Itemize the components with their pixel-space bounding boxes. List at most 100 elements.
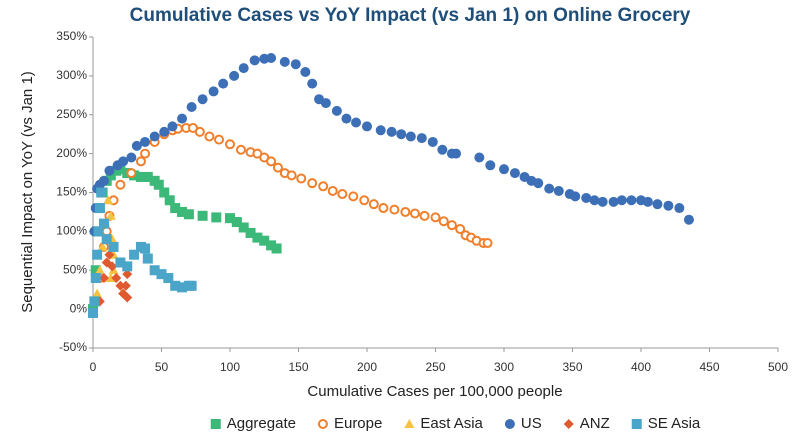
point [451, 148, 462, 159]
y-tick-label: 250% [56, 107, 87, 121]
point [419, 210, 430, 221]
point [642, 196, 653, 207]
point [474, 152, 485, 163]
point [208, 86, 219, 97]
y-tick-label: 200% [56, 146, 87, 160]
point [351, 117, 362, 128]
point [159, 126, 170, 137]
point [331, 105, 342, 116]
point [235, 144, 246, 155]
point [149, 265, 160, 276]
point [327, 185, 338, 196]
point [225, 139, 235, 150]
point [131, 140, 142, 151]
point [118, 156, 129, 167]
point [455, 224, 466, 235]
point [266, 240, 277, 251]
point [135, 156, 146, 167]
point [97, 241, 108, 251]
point [177, 282, 188, 293]
point [271, 243, 282, 254]
point [589, 195, 600, 206]
point [159, 187, 170, 198]
point [90, 273, 101, 284]
point [266, 156, 277, 167]
point [101, 234, 112, 245]
point [674, 203, 685, 214]
point [96, 187, 107, 198]
y-tick-label: 50% [63, 262, 87, 276]
point [197, 94, 208, 105]
point [120, 280, 131, 291]
point [482, 238, 493, 249]
point [437, 144, 448, 155]
x-tick-label: 250 [425, 360, 445, 374]
chart-title: Cumulative Cases vs YoY Impact (vs Jan 1… [130, 5, 691, 26]
point [156, 269, 167, 280]
point [427, 136, 438, 147]
point [279, 56, 290, 67]
point [186, 280, 197, 291]
legend-marker [563, 419, 574, 429]
point [553, 185, 564, 196]
x-tick-label: 100 [220, 360, 240, 374]
point [90, 265, 101, 276]
point [122, 261, 133, 272]
point [89, 296, 100, 307]
point [105, 210, 116, 220]
point [98, 218, 109, 229]
point [238, 63, 249, 74]
x-tick-label: 400 [631, 360, 651, 374]
point [362, 121, 372, 132]
point [115, 179, 126, 190]
point [103, 195, 114, 205]
point [142, 171, 153, 182]
point [375, 125, 386, 136]
point [98, 175, 109, 186]
point [438, 216, 449, 227]
point [107, 261, 118, 272]
point [94, 203, 105, 214]
point [386, 126, 397, 137]
point [122, 269, 133, 280]
point [111, 273, 122, 284]
point [272, 162, 283, 173]
point [341, 113, 352, 124]
point [430, 212, 441, 223]
point [167, 121, 178, 132]
point [170, 280, 181, 291]
point [378, 203, 389, 214]
point [389, 204, 400, 215]
point [259, 235, 270, 246]
point [177, 206, 188, 217]
point [238, 222, 249, 233]
point [245, 227, 256, 238]
x-tick-label: 300 [494, 360, 514, 374]
point [252, 232, 263, 243]
point [98, 273, 109, 284]
point [616, 195, 627, 206]
point [93, 226, 104, 237]
point [225, 213, 235, 224]
point [88, 308, 98, 319]
legend-label: Aggregate [227, 415, 296, 432]
legend-label: East Asia [420, 415, 483, 432]
point [94, 265, 105, 275]
point [231, 217, 242, 228]
point [163, 273, 174, 284]
point [108, 241, 119, 252]
x-axis-title: Cumulative Cases per 100,000 people [307, 383, 562, 400]
legend-label: Europe [334, 415, 382, 432]
legend-marker [631, 419, 642, 429]
point [663, 200, 674, 211]
point [570, 191, 581, 202]
x-tick-label: 150 [288, 360, 308, 374]
point [126, 168, 137, 179]
point [170, 203, 181, 214]
point [337, 189, 348, 200]
point [318, 181, 329, 192]
point [204, 131, 215, 142]
y-axis-title: Sequential Impact on YoY (vs Jan 1) [19, 71, 36, 313]
point [186, 101, 197, 112]
point [140, 148, 151, 159]
